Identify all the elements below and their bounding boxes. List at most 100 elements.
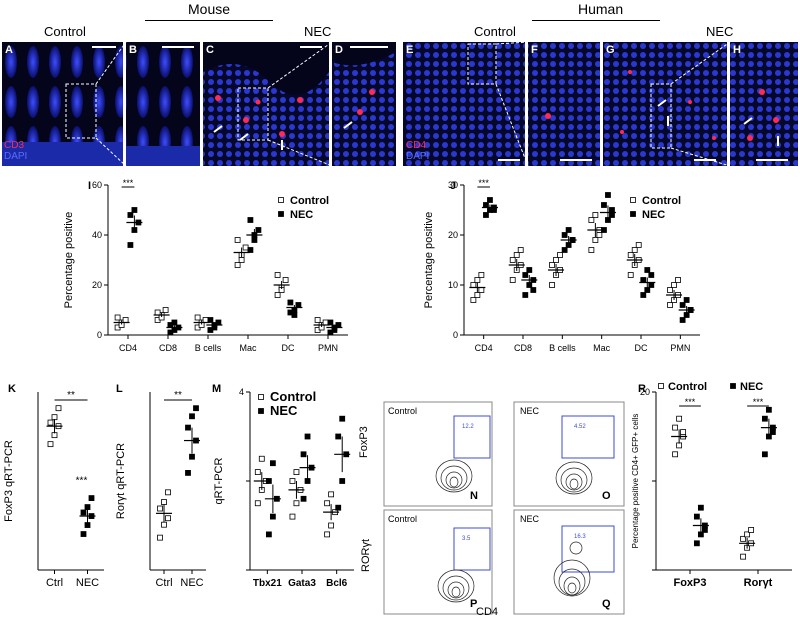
chart-j-ytick-label: 20 xyxy=(448,230,458,240)
chart-m-point xyxy=(335,433,342,440)
chart-k-ylabel: FoxP3 qRT-PCR xyxy=(3,440,15,522)
chart-m-point xyxy=(289,478,296,484)
chart-r-legend-marker xyxy=(658,383,664,389)
chart-i-point xyxy=(122,317,129,323)
chart-i: 0 20 40 60 Percentage positive CD4 CD8 B cells M… xyxy=(63,178,348,353)
chart-j-point xyxy=(635,242,642,248)
chart-j-point xyxy=(522,292,529,298)
mouse-control-label: Control xyxy=(44,24,86,39)
chart-l-point xyxy=(185,470,191,476)
chart-l-point xyxy=(157,505,163,512)
chart-m-point xyxy=(293,500,300,507)
chart-l-point xyxy=(165,489,171,496)
chart-j-point xyxy=(526,267,533,273)
chart-i-category-label: B cells xyxy=(195,343,222,353)
chart-m-category-label: Gata3 xyxy=(288,578,316,589)
chart-r-legend-marker xyxy=(730,383,736,389)
human-nec-label: NEC xyxy=(706,24,734,39)
chart-j-ytick-label: 30 xyxy=(448,180,458,190)
panel-letter-d: D xyxy=(335,44,343,56)
chart-j-point xyxy=(601,202,607,208)
chart-m-point xyxy=(328,491,335,498)
human-rule xyxy=(532,20,660,21)
chart-l-point xyxy=(161,521,167,528)
chart-i-point xyxy=(314,317,321,323)
chart-m-legend-label: Control xyxy=(270,389,316,404)
panel-letter-j: J xyxy=(450,180,457,192)
chart-m-category-label: Bcl6 xyxy=(326,578,348,589)
chart-i-legend-marker xyxy=(278,211,284,217)
chart-r-point xyxy=(744,531,751,538)
chart-i-point xyxy=(171,319,178,326)
chart-i-category-label: CD4 xyxy=(119,343,137,353)
chart-m-point xyxy=(265,478,272,484)
chart-j-point xyxy=(609,207,615,213)
chart-k-point xyxy=(84,522,91,528)
chart-i-point xyxy=(274,272,281,278)
panel-letter-k: K xyxy=(8,383,16,395)
chart-r: 20 Percentage positive CD4+ GFP+ cells Fox… xyxy=(631,381,792,589)
chart-j-point xyxy=(679,302,686,308)
chart-j-category-label: Mac xyxy=(593,343,611,353)
chart-m-point xyxy=(269,460,276,467)
chart-j-point xyxy=(470,297,477,303)
chart-j: 0 10 20 30 Percentage positive CD4 CD8 B cells M… xyxy=(423,178,700,353)
chart-j-point xyxy=(553,257,559,263)
chart-r-point xyxy=(740,535,747,542)
panel-letter-g: G xyxy=(606,44,615,56)
panel-letter-l: L xyxy=(116,383,123,395)
flow-gate-q: 16.3 xyxy=(574,534,586,540)
chart-j-point xyxy=(644,267,651,273)
mouse-header: Mouse Control NEC xyxy=(0,0,400,40)
chart-j-point xyxy=(478,272,485,278)
chart-r-point xyxy=(693,540,700,547)
chart-j-point xyxy=(513,252,520,258)
chart-i-point xyxy=(242,244,249,251)
panel-letter-q: Q xyxy=(602,598,611,610)
chart-i-category-label: CD8 xyxy=(159,343,177,353)
chart-j-point xyxy=(667,302,673,308)
chart-r-sig-label: *** xyxy=(753,397,764,407)
chart-i-point xyxy=(238,257,245,263)
chart-j-point xyxy=(478,287,485,293)
chart-k-sig-label: *** xyxy=(76,476,88,487)
chart-j-legend-label: NEC xyxy=(642,209,665,221)
chart-r-point xyxy=(740,553,747,560)
micrograph-strip xyxy=(2,42,798,166)
chart-r-point xyxy=(761,451,768,458)
chart-i-ytick-label: 0 xyxy=(97,330,102,340)
chart-i-legend-label: Control xyxy=(290,195,329,207)
chart-j-point xyxy=(648,272,655,278)
chart-j-point xyxy=(679,317,686,323)
human-control-label: Control xyxy=(474,24,516,39)
chart-m-point xyxy=(324,531,331,538)
chart-j-point xyxy=(631,247,638,253)
chart-m-point xyxy=(258,455,265,462)
chart-i-point xyxy=(127,212,134,218)
chart-l-point xyxy=(185,424,191,431)
chart-j-category-label: CD4 xyxy=(475,343,493,353)
flow-ylabel-rorgt: RORγt xyxy=(360,539,372,572)
chart-m-point xyxy=(293,469,300,475)
chart-l-ylabel: Rorγt qRT-PCR xyxy=(115,443,127,519)
chart-r-category-label: FoxP3 xyxy=(673,577,706,589)
chart-k-point xyxy=(47,419,54,426)
chart-i-point xyxy=(202,317,209,323)
chart-i-point xyxy=(291,312,298,318)
chart-i-category-label: PMN xyxy=(318,343,338,353)
flow-gate-n: 12.2 xyxy=(462,424,474,430)
chart-j-point xyxy=(605,192,611,198)
flow-ylabel-foxp3: FoxP3 xyxy=(358,426,370,458)
human-header: Human Control NEC xyxy=(400,0,800,40)
flow-xlabel-cd4: CD4 xyxy=(476,606,499,618)
chart-j-point xyxy=(470,282,477,288)
panel-letter-e: E xyxy=(406,44,414,56)
chart-j-point xyxy=(517,247,524,253)
chart-i-point xyxy=(131,207,138,213)
chart-j-point xyxy=(592,212,599,218)
chart-j-point xyxy=(474,292,481,298)
chart-j-point xyxy=(549,282,555,288)
chart-j-legend-label: Control xyxy=(642,195,681,207)
panel-letter-b: B xyxy=(129,44,137,56)
